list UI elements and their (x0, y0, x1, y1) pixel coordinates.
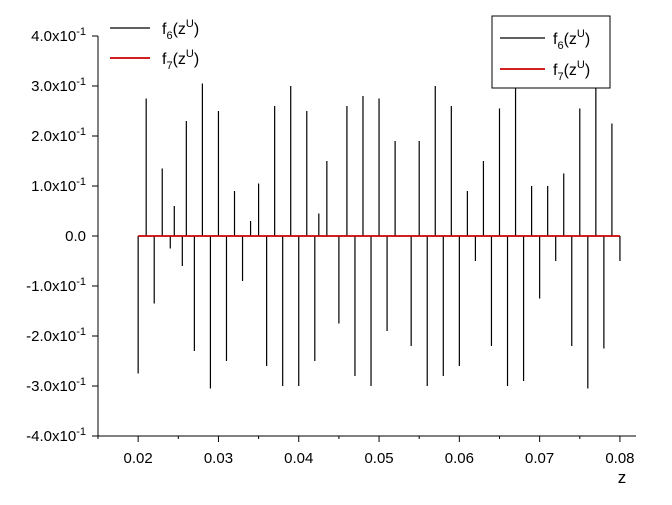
y-tick-label: -4.0x10-1 (26, 426, 86, 445)
legend-box (491, 15, 611, 89)
x-axis-title: z (618, 468, 627, 487)
legend-top-right: f6(zU) f7(zU) (491, 15, 611, 89)
y-tick-label: -2.0x10-1 (26, 326, 86, 345)
y-tick-label: 2.0x10-1 (31, 126, 86, 145)
y-tick-label: -3.0x10-1 (26, 376, 86, 395)
x-tick-label: 0.03 (204, 450, 233, 467)
legend-label-f7: f7(zU) (553, 59, 590, 83)
x-tick-label: 0.04 (284, 450, 313, 467)
x-tick-label: 0.05 (364, 450, 393, 467)
x-tick-label: 0.06 (445, 450, 474, 467)
x-tick-label: 0.02 (124, 450, 153, 467)
x-tick-label: 0.08 (605, 450, 634, 467)
legend-label-f6: f6(zU) (553, 28, 590, 52)
y-tick-label: 0.0 (65, 228, 86, 245)
legend-label-f6: f6(zU) (162, 18, 199, 42)
legend-top-left: f6(zU) f7(zU) (110, 18, 199, 72)
legend-label-f7: f7(zU) (162, 48, 199, 72)
y-tick-label: 3.0x10-1 (31, 76, 86, 95)
y-tick-label: 4.0x10-1 (31, 26, 86, 45)
series-f6 (137, 83, 621, 389)
y-tick-label: 1.0x10-1 (31, 176, 86, 195)
x-tick-label: 0.07 (525, 450, 554, 467)
y-tick-label: -1.0x10-1 (26, 276, 86, 295)
